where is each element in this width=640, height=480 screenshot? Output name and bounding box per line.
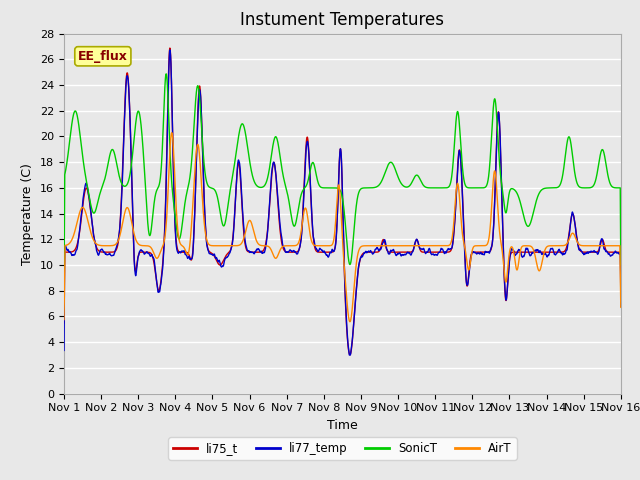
AirT xyxy=(60,317,68,323)
X-axis label: Time: Time xyxy=(327,419,358,432)
SonicT xyxy=(60,282,68,288)
Title: Instument Temperatures: Instument Temperatures xyxy=(241,11,444,29)
li75_t xyxy=(60,320,68,326)
AirT xyxy=(168,130,175,135)
li77_temp xyxy=(166,47,174,53)
li77_temp xyxy=(346,352,353,358)
AirT xyxy=(157,249,164,254)
li77_temp xyxy=(157,282,164,288)
li75_t xyxy=(298,227,306,232)
Legend: li75_t, li77_temp, SonicT, AirT: li75_t, li77_temp, SonicT, AirT xyxy=(168,437,516,460)
Y-axis label: Temperature (C): Temperature (C) xyxy=(22,163,35,264)
li75_t xyxy=(124,71,131,76)
SonicT xyxy=(274,139,282,144)
AirT xyxy=(298,224,306,229)
li75_t xyxy=(274,197,282,203)
li77_temp xyxy=(274,195,282,201)
SonicT xyxy=(124,181,131,187)
li77_temp xyxy=(298,228,306,234)
SonicT xyxy=(606,180,614,186)
li77_temp xyxy=(547,247,554,252)
Line: AirT: AirT xyxy=(64,132,621,322)
AirT xyxy=(606,243,614,249)
SonicT xyxy=(163,71,170,77)
li75_t xyxy=(346,352,354,358)
li75_t xyxy=(547,249,554,255)
Line: li75_t: li75_t xyxy=(64,48,621,355)
Text: EE_flux: EE_flux xyxy=(78,50,128,63)
SonicT xyxy=(617,262,625,268)
li75_t xyxy=(617,297,625,302)
li77_temp xyxy=(60,348,68,353)
AirT xyxy=(547,243,554,249)
li77_temp xyxy=(124,73,131,79)
li77_temp xyxy=(617,303,625,309)
li75_t xyxy=(157,281,164,287)
Line: li77_temp: li77_temp xyxy=(64,50,621,355)
SonicT xyxy=(546,185,554,191)
SonicT xyxy=(298,190,306,195)
li75_t xyxy=(606,249,614,255)
AirT xyxy=(346,319,354,324)
SonicT xyxy=(157,173,164,179)
AirT xyxy=(617,304,625,310)
li77_temp xyxy=(606,253,614,259)
AirT xyxy=(274,253,282,259)
li75_t xyxy=(166,45,173,51)
Line: SonicT: SonicT xyxy=(64,74,621,285)
AirT xyxy=(124,205,131,211)
